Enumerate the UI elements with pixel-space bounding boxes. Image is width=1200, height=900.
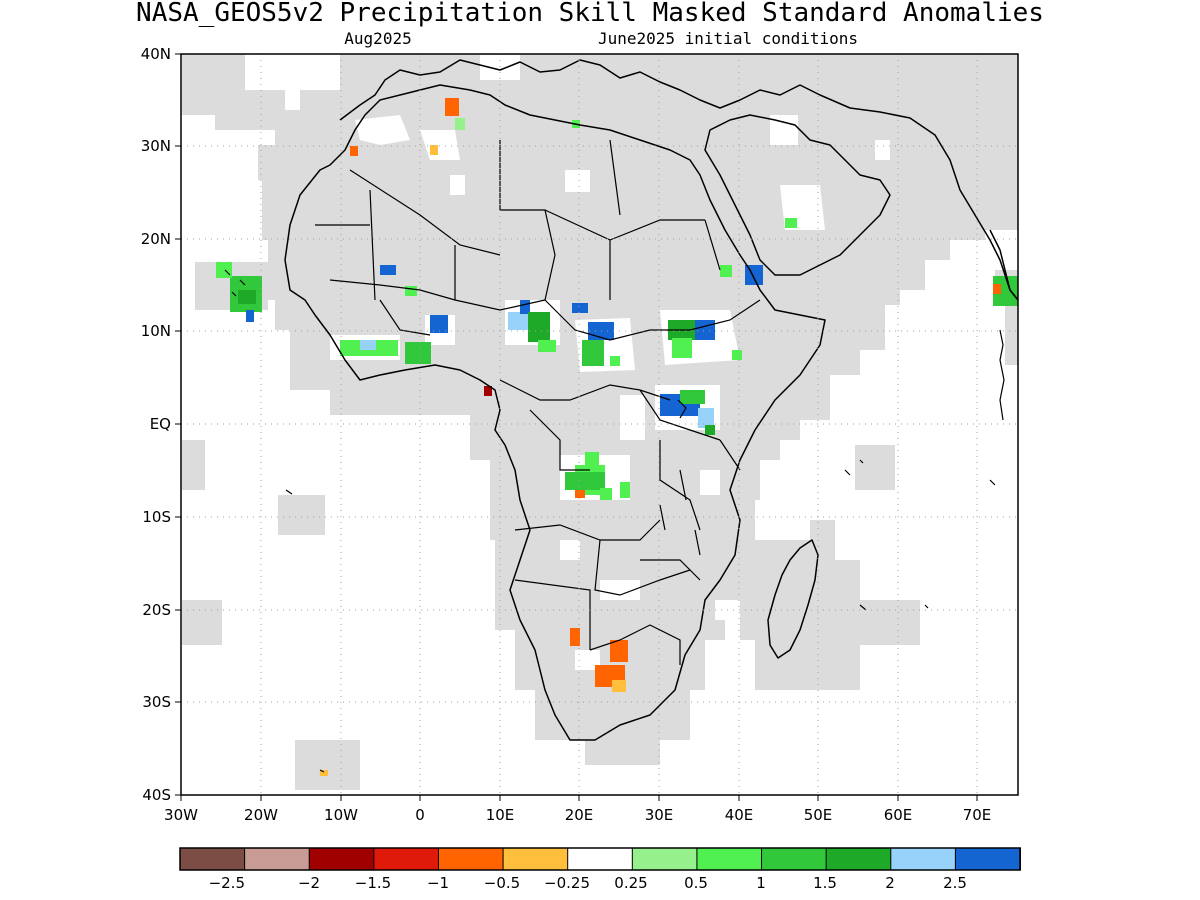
madagascar-coastline [767, 539, 819, 659]
colorbar-label: −0.5 [484, 874, 520, 892]
initial-conditions-label: June2025 initial conditions [598, 29, 858, 48]
y-tick-label: EQ [150, 415, 171, 433]
colorbar-frame [179, 847, 1021, 871]
x-tick-label: 30W [164, 806, 198, 824]
colorbar-swatches [179, 847, 1022, 871]
colorbar-swatch [244, 847, 311, 871]
islands-mask-4 [295, 740, 360, 790]
x-tick-label: 40E [725, 806, 754, 824]
axis-ticks [175, 53, 978, 801]
colorbar-label: 1.5 [813, 874, 837, 892]
africa-mask [182, 54, 1018, 765]
arabia-coastline [704, 114, 891, 276]
y-tick-label: 30N [141, 137, 171, 155]
colorbar-label: −2.5 [209, 874, 245, 892]
y-tick-label: 10N [141, 322, 171, 340]
colorbar-label: 1 [756, 874, 766, 892]
plot-area [181, 54, 1018, 795]
islands-mask-2 [278, 495, 325, 535]
colorbar-label: 0.5 [684, 874, 708, 892]
country-borders [315, 139, 761, 665]
colorbar-swatch [179, 847, 246, 871]
colorbar-labels: −2.5 −2 −1.5 −1 −0.5 −0.25 0.25 0.5 1 1.… [209, 874, 967, 892]
coastlines [284, 59, 1018, 741]
x-tick-label: 20W [244, 806, 278, 824]
y-tick-label: 30S [142, 693, 171, 711]
y-tick-label: 10S [142, 508, 171, 526]
colorbar-swatch [825, 847, 892, 871]
colorbar-swatch [890, 847, 957, 871]
y-tick-label: 40N [141, 45, 171, 63]
y-tick-label: 20S [142, 601, 171, 619]
map-title: NASA_GEOS5v2 Precipitation Skill Masked … [136, 0, 1044, 28]
x-tick-label: 60E [884, 806, 913, 824]
colorbar-label: 0.25 [614, 874, 647, 892]
y-tick-label: 40S [142, 786, 171, 804]
africa-coastline [284, 84, 826, 741]
colorbar-label: −1.5 [355, 874, 391, 892]
colorbar-swatch [631, 847, 698, 871]
ocean-gap-mask [182, 440, 205, 490]
x-tick-label: 10W [324, 806, 358, 824]
colorbar-swatch [567, 847, 634, 871]
colorbar-swatch [761, 847, 828, 871]
colorbar-swatch [437, 847, 505, 871]
x-tick-label: 10E [486, 806, 515, 824]
madagascar-mask [740, 520, 920, 690]
colorbar-label: 2 [885, 874, 895, 892]
y-axis-labels: 40N 30N 20N 10N EQ 10S 20S 30S 40S [141, 45, 171, 804]
x-tick-label: 20E [565, 806, 594, 824]
india-coastline [989, 229, 1018, 301]
colorbar-swatch [373, 847, 440, 871]
colorbar-swatch [954, 847, 1022, 871]
x-tick-label: 70E [963, 806, 992, 824]
colorbar-swatch [502, 847, 569, 871]
colorbar-label: −0.25 [544, 874, 590, 892]
colorbar-label: −1 [427, 874, 449, 892]
x-axis-labels: 30W 20W 10W 0 10E 20E 30E 40E 50E 60E 70… [164, 806, 991, 824]
eurasia-coastline [339, 59, 1018, 301]
valid-month-label: Aug2025 [344, 29, 411, 48]
x-tick-label: 0 [415, 806, 425, 824]
colorbar-label: −2 [298, 874, 320, 892]
islands-mask-1 [855, 445, 895, 490]
colorbar-label: 2.5 [943, 874, 967, 892]
small-islands [224, 269, 1005, 773]
y-tick-label: 20N [141, 230, 171, 248]
islands-mask-3 [182, 600, 222, 645]
colorbar: −2.5 −2 −1.5 −1 −0.5 −0.25 0.25 0.5 1 1.… [179, 847, 1022, 892]
x-tick-label: 30E [645, 806, 674, 824]
colorbar-swatch [308, 847, 375, 871]
colorbar-swatch [696, 847, 763, 871]
x-tick-label: 50E [804, 806, 833, 824]
